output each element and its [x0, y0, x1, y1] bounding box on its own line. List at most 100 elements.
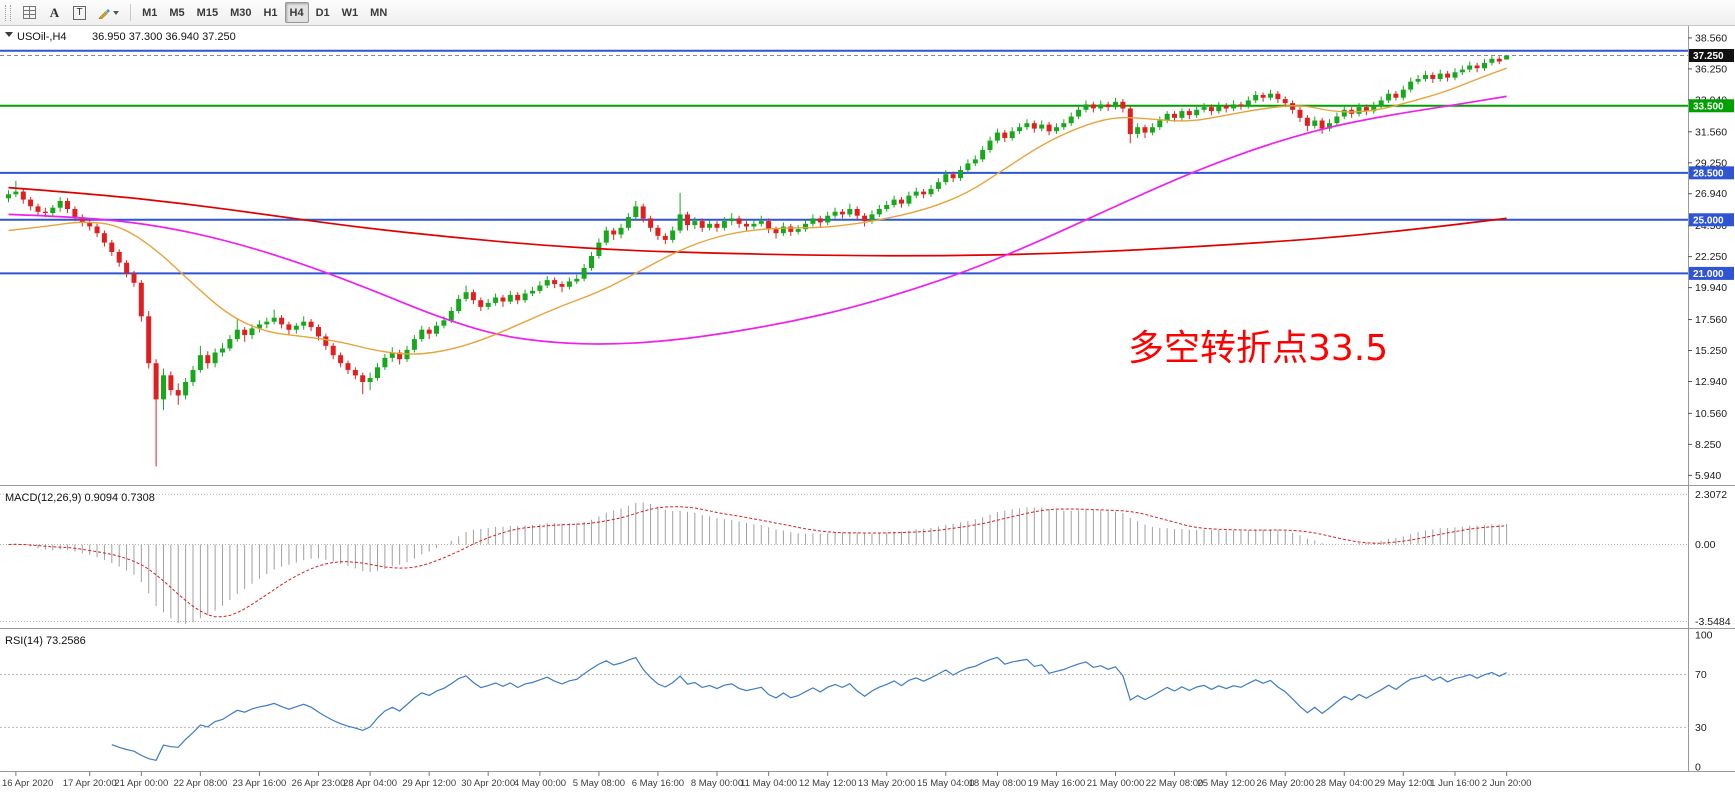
- timeframe-m15-button[interactable]: M15: [192, 2, 223, 23]
- candle-body: [839, 211, 845, 215]
- time-tick-label: 8 May 00:00: [691, 778, 743, 789]
- price-tag-label: 25.000: [1693, 215, 1724, 226]
- candle-body: [323, 336, 329, 346]
- candle-body: [522, 293, 528, 301]
- candle-body: [79, 217, 85, 223]
- timeframe-m1-button[interactable]: M1: [137, 2, 162, 23]
- timeframe-h1-button[interactable]: H1: [258, 2, 282, 23]
- candle-body: [256, 324, 262, 329]
- timeframe-h4-button[interactable]: H4: [284, 2, 309, 23]
- candle-body: [906, 195, 912, 204]
- candle-body: [1039, 124, 1045, 129]
- timeframe-m5-button[interactable]: M5: [164, 2, 189, 23]
- candle-body: [478, 300, 484, 307]
- price-tag-label: 33.500: [1693, 101, 1724, 112]
- candle-body: [648, 218, 654, 228]
- candle-body: [795, 229, 801, 232]
- letter-t-icon: T: [73, 5, 87, 20]
- price-tag: [1689, 266, 1734, 280]
- candle-body: [375, 367, 380, 378]
- candle-body: [825, 215, 831, 223]
- chart-symbol-label: USOil-,H4: [17, 31, 67, 43]
- candle-body: [234, 329, 240, 340]
- time-tick-label: 11 May 04:00: [740, 778, 797, 789]
- candle-body: [1430, 74, 1436, 79]
- chart-menu-arrow-icon[interactable]: [5, 32, 13, 37]
- candle-body: [1452, 72, 1458, 78]
- candle-body: [264, 321, 270, 325]
- candle-body: [625, 217, 631, 228]
- candle-body: [1304, 117, 1310, 126]
- candle-body: [1268, 93, 1273, 98]
- candle-body: [854, 209, 860, 216]
- candle-body: [729, 218, 735, 222]
- candle-body: [1179, 111, 1185, 118]
- styles-dropdown-button[interactable]: [93, 2, 124, 23]
- price-tick-label: 36.250: [1695, 63, 1727, 75]
- candle-body: [205, 355, 211, 364]
- candle-body: [1157, 120, 1163, 128]
- candle-body: [470, 292, 476, 301]
- candle-body: [316, 327, 321, 337]
- candle-body: [183, 382, 189, 396]
- ma-mid-magenta: [8, 95, 1507, 345]
- candle-body: [1496, 58, 1502, 62]
- candle-body: [456, 298, 462, 311]
- candle-body: [1282, 99, 1288, 104]
- candle-body: [1386, 93, 1392, 101]
- annotation-text[interactable]: 多空转折点33.5: [1128, 328, 1388, 369]
- candle-body: [1238, 104, 1244, 106]
- candle-body: [707, 223, 713, 228]
- timeframe-mn-button[interactable]: MN: [365, 2, 392, 23]
- candle-body: [1068, 116, 1074, 124]
- candle-body: [419, 329, 425, 340]
- charts-grid-button[interactable]: [18, 2, 41, 23]
- candle-body: [618, 227, 624, 235]
- candle-body: [485, 302, 491, 307]
- time-tick-label: 23 Apr 16:00: [232, 778, 286, 789]
- rsi-scale-label: 0: [1695, 762, 1701, 774]
- price-tag: [1689, 213, 1734, 227]
- rsi-scale-label: 30: [1695, 722, 1707, 734]
- time-tick-label: 21 Apr 00:00: [114, 778, 168, 789]
- timeframe-w1-button[interactable]: W1: [337, 2, 364, 23]
- candle-body: [685, 214, 690, 226]
- brush-icon: [98, 8, 111, 19]
- rsi-scale-label: 70: [1695, 669, 1707, 681]
- candle-body: [847, 209, 853, 215]
- candle-body: [559, 284, 565, 287]
- candle-body: [1164, 113, 1170, 121]
- time-tick-label: 15 May 04:00: [917, 778, 975, 789]
- candle-body: [1319, 120, 1325, 129]
- price-tick-label: 38.560: [1695, 32, 1727, 44]
- font-a-button[interactable]: A: [43, 2, 66, 23]
- candle-body: [35, 206, 41, 212]
- candle-body: [463, 292, 469, 299]
- toolbar-drag-handle[interactable]: [5, 4, 11, 21]
- candle-body: [1459, 69, 1465, 73]
- candle-body: [493, 297, 499, 303]
- chart-plot-area[interactable]: [0, 26, 1688, 771]
- timeframe-m30-button[interactable]: M30: [225, 2, 256, 23]
- candle-body: [279, 317, 285, 325]
- text-label-button[interactable]: T: [68, 2, 91, 23]
- candle-body: [581, 268, 587, 279]
- timeframe-d1-button[interactable]: D1: [311, 2, 335, 23]
- candle-body: [1363, 107, 1369, 112]
- candle-body: [116, 251, 122, 263]
- candle-body: [1135, 127, 1141, 134]
- time-tick-label: 1 Jun 16:00: [1430, 778, 1480, 789]
- candle-body: [87, 222, 93, 227]
- price-tick-label: 8.250: [1695, 439, 1721, 451]
- rsi-scale-label: 100: [1695, 630, 1713, 642]
- candle-body: [168, 375, 174, 391]
- candle-body: [1423, 74, 1428, 79]
- toolbar-separator: [130, 4, 132, 21]
- candle-body: [448, 311, 454, 321]
- candle-body: [832, 211, 838, 216]
- candle-body: [1090, 104, 1096, 109]
- candle-body: [1061, 123, 1067, 128]
- candle-body: [441, 320, 447, 326]
- time-tick-label: 29 Apr 12:00: [402, 778, 456, 789]
